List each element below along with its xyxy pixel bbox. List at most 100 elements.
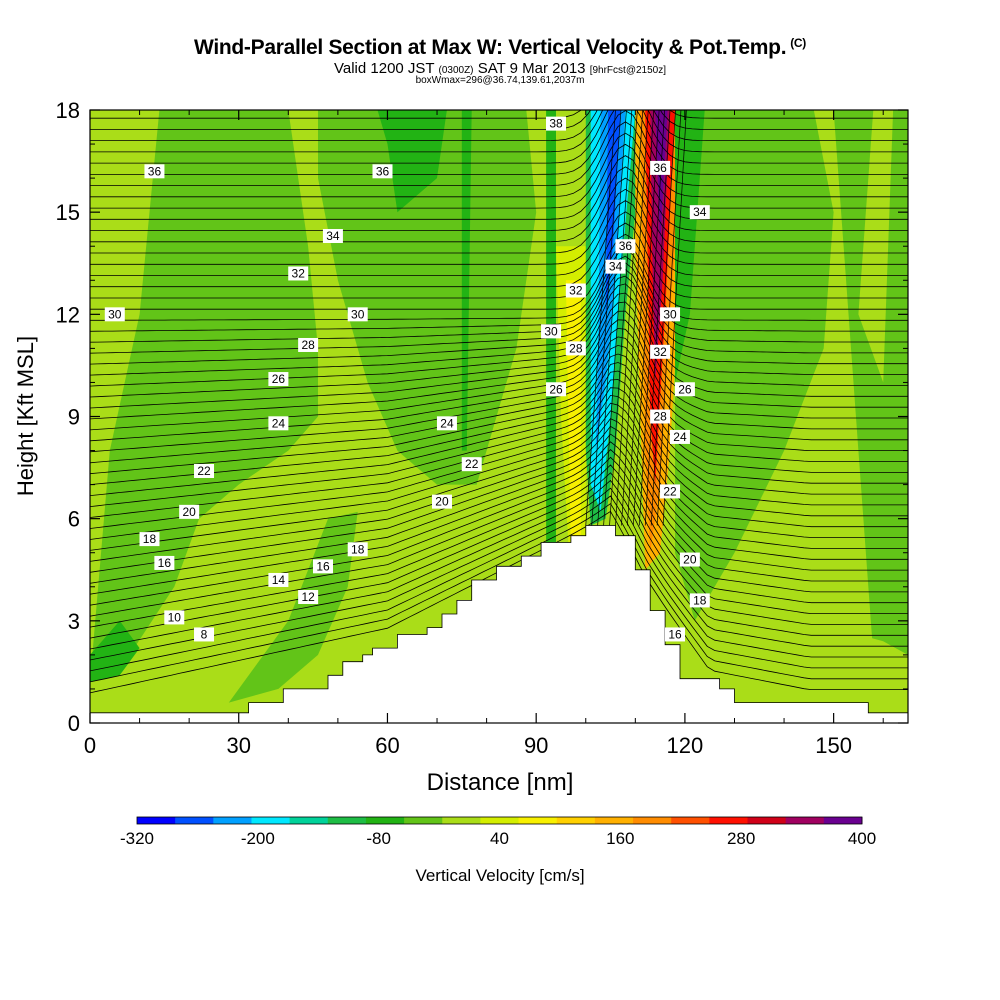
contour-label: 26 [546,382,567,397]
contour-label-box [565,283,586,298]
contour-label-box [660,484,681,499]
contour-label: 32 [565,283,586,298]
theta-contour [90,301,908,409]
contour-label-box [268,416,289,431]
contour-label: 28 [565,341,586,356]
theta-contour [90,222,908,299]
contour-label-text: 10 [168,610,182,624]
contour-label-text: 34 [326,229,340,243]
contour-label: 34 [605,259,626,274]
theta-contour [90,255,908,343]
contour-label-box [615,239,636,254]
contour-label-box [372,164,393,179]
contour-label-box [546,116,567,131]
x-tick-label: 90 [524,733,548,758]
contour-label-box [268,372,289,387]
theta-contour [90,464,908,628]
contour-label: 22 [461,457,482,472]
theta-contour [90,262,908,354]
contour-label-text: 26 [678,382,692,396]
theta-contour [90,110,908,175]
contour-label-text: 8 [201,627,208,641]
colorbar-swatch [327,817,367,824]
theta-contour [90,110,908,119]
colorbar-tick-label: 280 [727,829,755,848]
sink-core [377,110,447,213]
contour-label-text: 34 [609,260,623,274]
theta-contour [90,188,908,265]
theta-contour [90,362,908,486]
contour-label: 34 [689,205,710,220]
contour-label-box [650,344,671,359]
colorbar-swatch [633,817,672,824]
theta-contour [90,275,908,376]
colorbar-swatch [709,817,749,824]
contour-label-box [689,593,710,608]
colorbar-tick-label: 160 [606,829,634,848]
x-tick-label: 120 [667,733,704,758]
contour-label-text: 16 [158,556,172,570]
contour-label: 32 [650,344,671,359]
theta-contour [90,344,908,464]
x-tick-label: 30 [226,733,250,758]
contour-label: 30 [541,324,562,339]
theta-contour [90,121,908,198]
contour-label-text: 20 [435,495,449,509]
theta-contour [90,110,908,186]
contour-label-text: 30 [544,324,558,338]
contour-label: 20 [431,494,452,509]
theta-contour [644,110,671,526]
contour-label: 16 [313,559,334,574]
theta-contour [90,93,908,96]
contour-label: 26 [674,382,695,397]
colorbar-label: Vertical Velocity [cm/s] [415,866,584,885]
theta-contour [591,110,622,526]
contour-label-text: 16 [668,627,682,641]
theta-contour [90,166,908,243]
contour-label-box [179,504,200,519]
contour-label-box [565,341,586,356]
contour-label-box [104,307,125,322]
contour-label-text: 22 [197,464,211,478]
contour-label: 30 [104,307,125,322]
theta-contour [90,456,908,617]
contour-label-box [679,552,700,567]
contour-label-box [322,229,343,244]
contour-label-box [674,382,695,397]
colorbar-tick-label: -80 [366,829,391,848]
theta-contour [90,410,908,551]
contour-label: 34 [322,229,343,244]
chart-title-text: Wind-Parallel Section at Max W: Vertical… [194,36,787,59]
theta-contour [90,433,908,584]
colorbar-tick-label: 400 [848,829,876,848]
contour-label: 22 [660,484,681,499]
contour-label: 8 [194,627,215,642]
theta-contour [90,495,908,672]
contour-label-text: 28 [301,338,315,352]
contour-label-box [298,589,319,604]
contour-label-box [546,382,567,397]
contour-label-text: 12 [301,590,315,604]
contour-label: 18 [139,532,160,547]
contour-label-box [154,555,175,570]
copyright-mark: (C) [790,36,806,50]
colorbar-swatch [594,817,634,824]
contour-label: 22 [194,463,215,478]
y-tick-label: 15 [56,200,80,225]
x-tick-label: 150 [815,733,852,758]
y-tick-label: 9 [68,405,80,430]
y-tick-label: 0 [68,711,80,736]
colorbar-swatch [556,817,596,824]
contour-label-text: 24 [272,416,286,430]
contour-label-text: 30 [351,307,365,321]
east-sink-region [833,110,908,655]
colorbar-swatch [175,817,214,824]
theta-contour [90,132,908,209]
box-info-line: boxWmax=296@36.74,139.61,2037m [415,75,585,86]
contour-label-text: 32 [292,266,306,280]
theta-contour [585,110,616,526]
theta-contour [90,379,908,507]
theta-contour [90,200,908,276]
